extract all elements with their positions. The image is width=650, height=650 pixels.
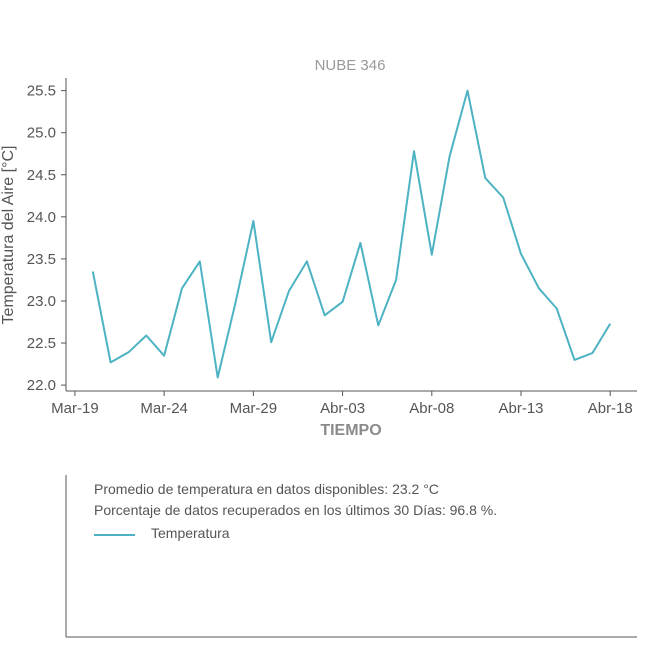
- y-tick-label: 25.0: [27, 125, 56, 142]
- average-temperature-text: Promedio de temperatura en datos disponi…: [94, 481, 439, 497]
- y-axis-label: Temperatura del Aire [°C]: [0, 146, 17, 325]
- info-panel: Promedio de temperatura en datos disponi…: [65, 475, 637, 638]
- legend-label-temperatura: Temperatura: [151, 525, 230, 541]
- y-tick-label: 24.0: [27, 209, 56, 226]
- y-tick-label: 23.0: [27, 293, 56, 310]
- y-tick-label: 24.5: [27, 167, 56, 184]
- x-tick-label: Abr-13: [499, 400, 544, 417]
- x-axis-label: TIEMPO: [320, 422, 381, 439]
- y-tick-label: 23.5: [27, 251, 56, 268]
- y-tick-label: 22.5: [27, 335, 56, 352]
- x-tick-label: Mar-24: [140, 400, 188, 417]
- y-tick-label: 22.0: [27, 377, 56, 394]
- x-tick-label: Abr-08: [409, 400, 454, 417]
- y-tick-label: 25.5: [27, 83, 56, 100]
- chart-title: NUBE 346: [315, 57, 386, 74]
- y-ticks: 22.0 22.5 23.0 23.5 24.0 24.5 25.0 25.5: [27, 83, 66, 394]
- x-tick-label: Mar-29: [230, 400, 278, 417]
- x-tick-label: Abr-03: [320, 400, 365, 417]
- plot-area: 22.022.523.023.524.024.525.025.5 Mar-19 M…: [27, 78, 637, 417]
- x-ticks: Mar-19 Mar-24 Mar-29 Abr-03 Abr-08 Abr-13 Abr-…: [51, 391, 633, 417]
- recovered-data-text: Porcentaje de datos recuperados en los ú…: [94, 502, 497, 518]
- series-group: [91, 89, 612, 379]
- x-tick-label: Mar-19: [51, 400, 99, 417]
- x-tick-label: Abr-18: [588, 400, 633, 417]
- series-line-temperatura: [91, 89, 612, 379]
